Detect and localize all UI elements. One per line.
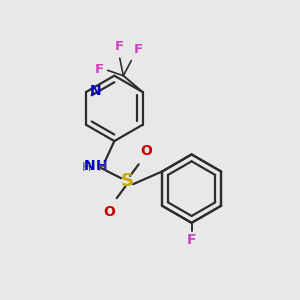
Text: H: H — [98, 161, 106, 174]
Text: F: F — [114, 40, 123, 53]
Text: F: F — [134, 44, 143, 56]
Text: H: H — [96, 159, 107, 173]
Text: O: O — [103, 205, 115, 219]
Text: H: H — [82, 161, 92, 174]
Text: F: F — [95, 63, 104, 76]
Text: N: N — [90, 84, 101, 98]
Text: F: F — [187, 232, 196, 247]
Text: S: S — [121, 172, 134, 190]
Text: O: O — [140, 144, 152, 158]
Text: N: N — [83, 159, 95, 173]
